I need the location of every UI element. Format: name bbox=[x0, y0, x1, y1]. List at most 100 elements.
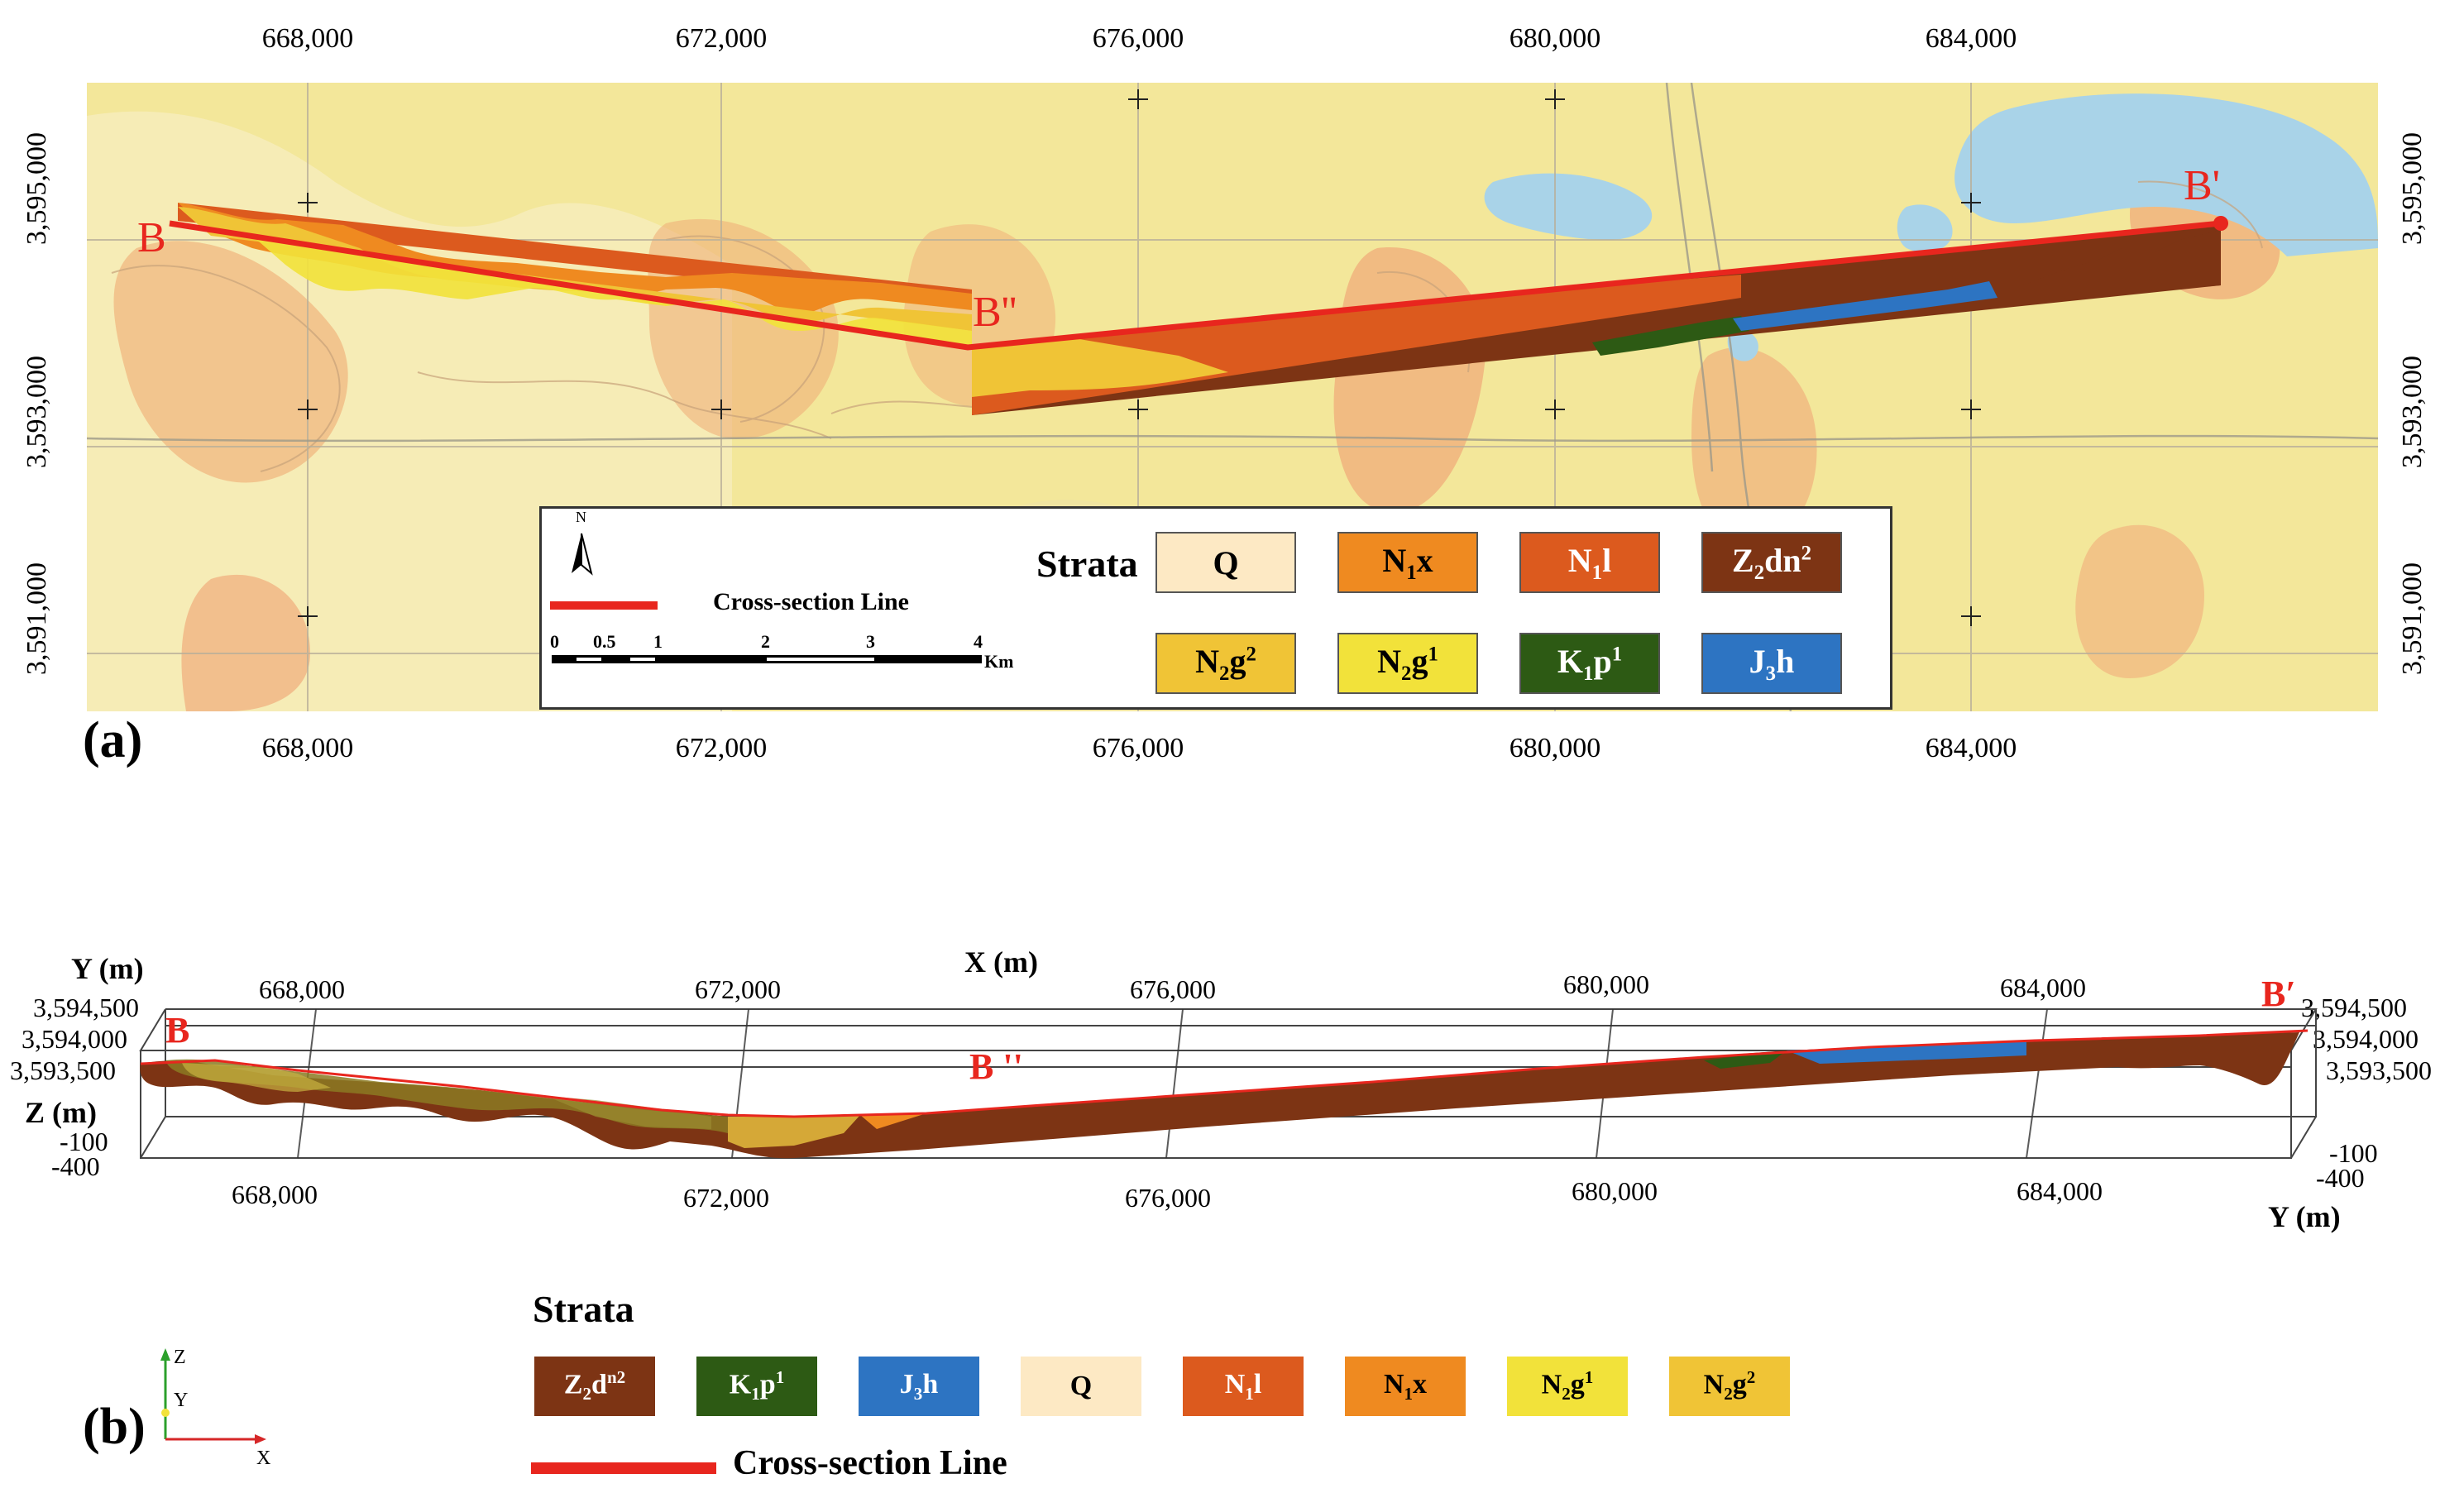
point-b-prime-label: B' bbox=[2184, 162, 2221, 209]
tick-label: 3,594,000 bbox=[22, 1024, 127, 1054]
stratum-base: Q bbox=[1213, 543, 1239, 581]
geologic-map bbox=[87, 83, 2378, 711]
stratum-rest: g bbox=[1229, 642, 1246, 680]
strata-swatch-label: N1x bbox=[1382, 541, 1433, 585]
strata-swatch-label: Q bbox=[1213, 543, 1238, 582]
point-b-double-label: B'' bbox=[973, 289, 1017, 336]
legend-line-label: Cross-section Line bbox=[713, 588, 909, 615]
stratum-rest: g bbox=[1732, 1369, 1747, 1400]
strata-swatch-label: K1p1 bbox=[730, 1367, 784, 1404]
strata-swatch: Z2dn2 bbox=[534, 1357, 655, 1416]
tick-label: -400 bbox=[51, 1151, 100, 1181]
stratum-sub: 2 bbox=[1219, 662, 1230, 685]
stratum-base: Z bbox=[563, 1369, 583, 1400]
stratum-base: K bbox=[1557, 642, 1584, 680]
strata-swatch: N1l bbox=[1519, 532, 1660, 593]
panel-a: 668,000 672,000 676,000 680,000 684,000 bbox=[22, 23, 2428, 768]
stratum-rest: l bbox=[1253, 1368, 1262, 1400]
north-arrow-icon bbox=[572, 533, 593, 576]
tick-label: 672,000 bbox=[695, 974, 781, 1004]
stratum-sub: 3 bbox=[913, 1383, 923, 1404]
strata-swatch-label: N2g1 bbox=[1377, 642, 1438, 686]
stratum-rest: p bbox=[1593, 642, 1612, 680]
tick-label: 668,000 bbox=[232, 1180, 318, 1209]
cross-section-line bbox=[169, 220, 2222, 351]
y-axis-title: Y (m) bbox=[71, 952, 144, 985]
strata-swatch: N2g1 bbox=[1507, 1357, 1628, 1416]
stratum-sup: 1 bbox=[1428, 643, 1438, 666]
panel-a-label: (a) bbox=[83, 712, 143, 768]
stratum-base: Q bbox=[1069, 1371, 1093, 1401]
tick-label: 680,000 bbox=[1572, 1176, 1658, 1206]
stratum-sup: 1 bbox=[1611, 643, 1623, 666]
stratum-rest: p bbox=[759, 1369, 776, 1400]
strata-swatch-label: Z2dn2 bbox=[564, 1367, 625, 1404]
scale-tick: 0 bbox=[550, 631, 559, 652]
y-tick-left: 3,593,000 bbox=[22, 356, 52, 468]
stratum-base: J bbox=[1749, 642, 1766, 680]
stratum-sup: 1 bbox=[1584, 1367, 1594, 1388]
stratum-sup: 2 bbox=[1746, 1367, 1756, 1388]
stratum-rest: h bbox=[1776, 642, 1795, 680]
tick-label: 680,000 bbox=[1509, 733, 1601, 763]
tick-label: 3,593,500 bbox=[2326, 1055, 2432, 1085]
stratum-sup: n2 bbox=[606, 1367, 626, 1388]
strata-swatch-label: J3h bbox=[1749, 642, 1795, 686]
point-b-prime-label: B′ bbox=[2261, 974, 2296, 1014]
tick-label: 680,000 bbox=[1509, 23, 1601, 54]
strata-title: Strata bbox=[533, 1288, 634, 1330]
stratum-sup: 2 bbox=[1801, 542, 1811, 565]
stratum-sub: 1 bbox=[1404, 1383, 1414, 1404]
stratum-sub: 2 bbox=[1562, 1384, 1571, 1404]
scale-bar bbox=[552, 655, 982, 663]
stratum-sub: 1 bbox=[751, 1384, 760, 1404]
tick-label: -100 bbox=[60, 1127, 108, 1156]
tick-label: 672,000 bbox=[675, 23, 768, 54]
scale-tick: 2 bbox=[761, 631, 770, 652]
strata-swatch: K1p1 bbox=[1519, 633, 1660, 694]
stratum-sub: 2 bbox=[582, 1384, 592, 1404]
strata-swatch-label: N2g2 bbox=[1704, 1367, 1756, 1404]
stratum-sup: 2 bbox=[1246, 643, 1256, 666]
y-tick-left: 3,595,000 bbox=[22, 132, 52, 245]
strata-swatch: K1p1 bbox=[696, 1357, 817, 1416]
stratum-sup: 1 bbox=[775, 1367, 785, 1388]
strata-swatch-label: N1l bbox=[1225, 1369, 1262, 1404]
tick-label: 676,000 bbox=[1125, 1183, 1211, 1213]
stratum-base: Z bbox=[1732, 541, 1754, 579]
stratum-sub: 1 bbox=[1245, 1383, 1254, 1404]
stratum-base: N bbox=[1377, 642, 1402, 680]
y-tick-right: 3,595,000 bbox=[2397, 132, 2428, 245]
stratum-sub: 2 bbox=[1401, 662, 1412, 685]
stratum-rest: g bbox=[1411, 642, 1428, 680]
strata-swatch: N1x bbox=[1345, 1357, 1466, 1416]
strata-swatch-label: N2g1 bbox=[1542, 1367, 1594, 1404]
scale-tick: 0.5 bbox=[593, 631, 616, 652]
stratum-sub: 2 bbox=[1724, 1384, 1733, 1404]
y-tick-right: 3,593,000 bbox=[2397, 356, 2428, 468]
strata-swatch: N2g2 bbox=[1155, 633, 1296, 694]
y-tick-left: 3,591,000 bbox=[22, 562, 52, 675]
tick-label: 3,594,000 bbox=[2313, 1024, 2419, 1054]
tick-label: 668,000 bbox=[261, 23, 354, 54]
tick-label: 684,000 bbox=[1925, 733, 2017, 763]
stratum-sub: 2 bbox=[1754, 561, 1765, 584]
stratum-rest: g bbox=[1570, 1369, 1585, 1400]
strata-swatch: Z2dn2 bbox=[1701, 532, 1842, 593]
stratum-sub: 1 bbox=[1583, 662, 1594, 685]
scale-tick: 4 bbox=[974, 631, 983, 652]
z-axis-title: Z (m) bbox=[25, 1096, 97, 1129]
tick-label: -100 bbox=[2329, 1138, 2378, 1168]
stratum-base: N bbox=[1541, 1369, 1562, 1400]
tick-label: 3,594,500 bbox=[2301, 993, 2407, 1022]
tick-label: 684,000 bbox=[1925, 23, 2017, 54]
tick-label: 3,594,500 bbox=[33, 993, 139, 1022]
section-3d-view bbox=[139, 1008, 2318, 1159]
stratum-sub: 3 bbox=[1765, 662, 1777, 685]
legend-line-label: Cross-section Line bbox=[733, 1444, 1007, 1482]
tick-label: 672,000 bbox=[683, 1183, 769, 1213]
strata-swatch: N1l bbox=[1183, 1357, 1304, 1416]
point-b-label: B bbox=[165, 1010, 190, 1050]
legend-line-swatch bbox=[550, 601, 658, 610]
triad-y-label: Y bbox=[174, 1390, 188, 1411]
